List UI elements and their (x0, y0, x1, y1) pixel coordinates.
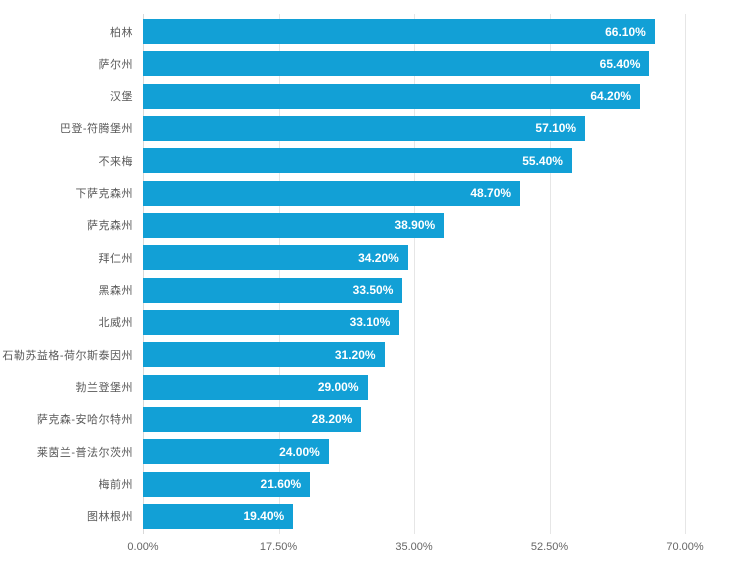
value-label: 57.10% (535, 121, 577, 136)
category-label: 柏林 (110, 26, 133, 39)
x-tick-label: 70.00% (666, 541, 704, 553)
gridline (414, 14, 415, 534)
category-label: 莱茵兰-普法尔茨州 (36, 446, 133, 459)
category-label: 汉堡 (110, 91, 133, 104)
category-label: 不来梅 (98, 155, 133, 168)
category-label: 石勒苏益格-荷尔斯泰因州 (2, 349, 133, 362)
bar: 24.00% (143, 439, 329, 465)
value-label: 21.60% (260, 477, 302, 492)
value-label: 55.40% (522, 153, 563, 168)
category-label: 萨克森-安哈尔特州 (36, 414, 133, 427)
category-label: 勃兰登堡州 (75, 382, 133, 395)
x-tick-label: 17.50% (259, 541, 298, 553)
bar: 33.50% (143, 277, 403, 303)
bar-row: 黑森州 33.50% (99, 277, 685, 303)
bar: 21.60% (143, 471, 311, 497)
value-label: 65.40% (599, 56, 641, 71)
bar: 29.00% (143, 374, 368, 400)
bar-rows: 柏林 66.10% 萨尔州 65.40% 汉堡 64.20% 巴登-符腾堡州 57.10% 不来… (2, 14, 685, 534)
category-label: 图林根州 (87, 511, 133, 524)
bar: 48.70% (143, 180, 521, 206)
value-label: 28.20% (311, 412, 353, 427)
bar: 31.20% (143, 342, 385, 368)
plot-area: 柏林 66.10% 萨尔州 65.40% 汉堡 64.20% 巴登-符腾堡州 57.10% 不来… (2, 14, 686, 534)
bar-row: 下萨克森州 48.70% (76, 180, 685, 206)
bar-row: 图林根州 19.40% (87, 503, 685, 529)
bar-row: 拜仁州 34.20% (99, 245, 685, 271)
gridline (143, 14, 144, 534)
gridline (685, 14, 686, 534)
bar: 65.40% (143, 51, 650, 77)
x-tick-label: 52.50% (530, 541, 569, 553)
category-label: 萨尔州 (98, 58, 133, 71)
value-label: 66.10% (605, 24, 646, 39)
value-label: 38.90% (394, 218, 436, 233)
bar: 28.20% (143, 406, 362, 432)
bar-row: 萨克森-安哈尔特州 28.20% (37, 406, 685, 432)
bar-row: 巴登-符腾堡州 57.10% (60, 115, 685, 141)
category-label: 黑森州 (98, 285, 133, 298)
bar-row: 萨克森州 38.90% (87, 212, 685, 238)
value-label: 33.10% (349, 315, 391, 330)
category-label: 巴登-符腾堡州 (59, 123, 133, 136)
bar-row: 柏林 66.10% (110, 19, 685, 44)
bar-row: 石勒苏益格-荷尔斯泰因州 31.20% (2, 342, 685, 368)
x-tick-label: 35.00% (395, 541, 433, 553)
value-label: 24.00% (279, 444, 320, 459)
value-label: 19.40% (243, 509, 285, 524)
category-label: 拜仁州 (98, 252, 133, 265)
bar-row: 不来梅 55.40% (99, 148, 685, 174)
gridline (278, 14, 280, 534)
category-label: 北威州 (98, 317, 133, 330)
value-label: 64.20% (590, 89, 632, 104)
bar: 55.40% (143, 148, 572, 174)
value-label: 48.70% (470, 186, 512, 201)
value-label: 33.50% (352, 283, 394, 298)
x-axis: 0.00% 17.50% 35.00% 52.50% 70.00% (127, 541, 703, 561)
value-label: 29.00% (317, 380, 359, 395)
bar: 19.40% (143, 503, 294, 529)
bar-row: 萨尔州 65.40% (99, 51, 685, 77)
bar-row: 梅前州 21.60% (99, 471, 685, 497)
value-label: 34.20% (358, 250, 399, 265)
bar: 34.20% (143, 245, 408, 271)
bar-row: 北威州 33.10% (99, 309, 685, 335)
bar: 33.10% (143, 309, 400, 335)
bar: 57.10% (143, 115, 586, 141)
bar: 38.90% (143, 212, 445, 238)
value-label: 31.20% (334, 347, 376, 362)
gridline (549, 14, 551, 534)
bar: 66.10% (143, 19, 655, 44)
bar-row: 勃兰登堡州 29.00% (76, 374, 685, 400)
bar: 64.20% (143, 83, 641, 109)
bar-row: 汉堡 64.20% (110, 83, 685, 109)
category-label: 萨克森州 (87, 220, 133, 233)
category-label: 梅前州 (98, 479, 133, 492)
gridlines (143, 14, 686, 534)
category-label: 下萨克森州 (75, 188, 133, 201)
x-tick-label: 0.00% (127, 541, 159, 553)
bar-row: 莱茵兰-普法尔茨州 24.00% (37, 439, 685, 465)
